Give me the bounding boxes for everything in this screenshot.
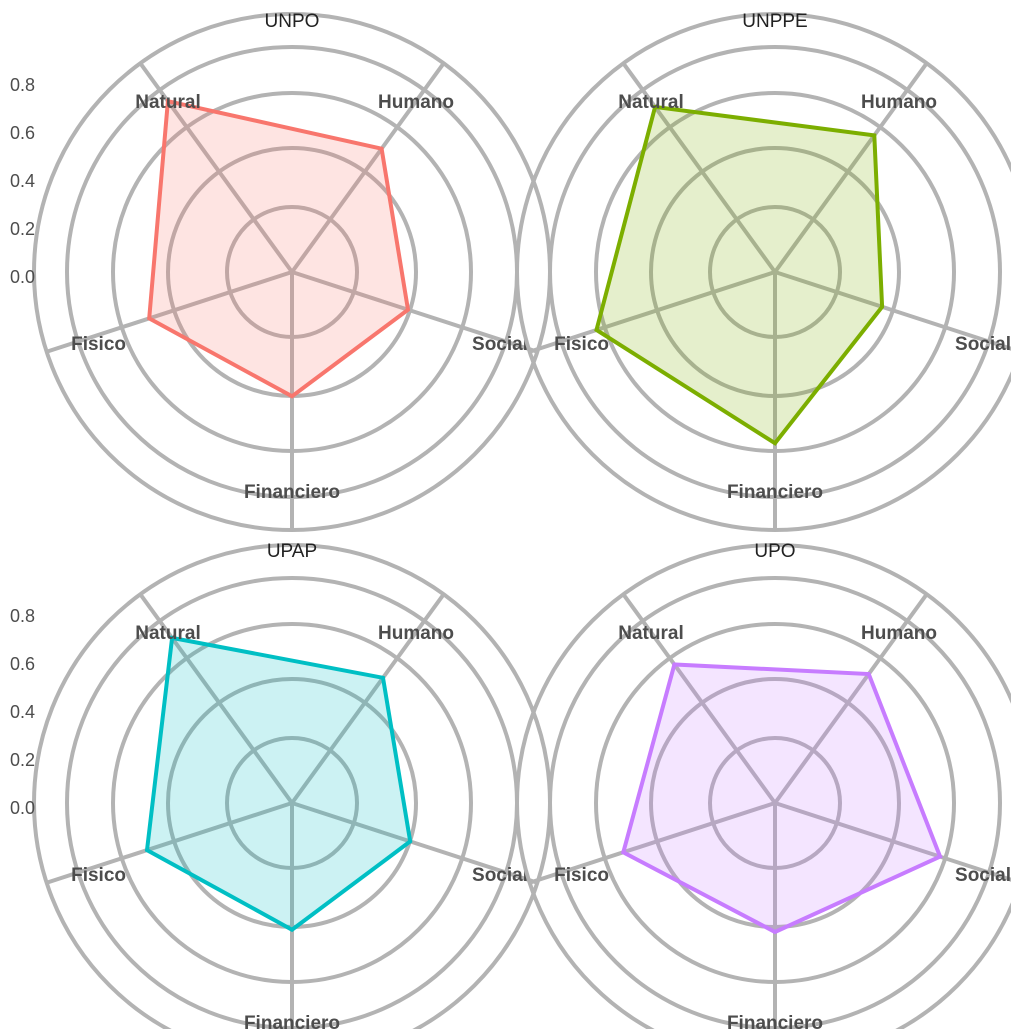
axis-label-natural: Natural (135, 623, 200, 644)
spoke-humano (290, 62, 446, 274)
axis-label-social: Social (472, 865, 528, 886)
tick-label: 0.8 (10, 75, 35, 95)
series-polygon (594, 104, 885, 446)
spoke-fisico (529, 270, 776, 354)
spoke-natural (138, 593, 294, 805)
spoke-social (774, 801, 1011, 882)
axis-label-fisico: Fisico (71, 334, 126, 355)
axis-label-humano: Humano (861, 92, 937, 113)
spoke-humano (773, 593, 929, 805)
tick-label: 0.6 (10, 654, 35, 674)
axis-label-social: Social (955, 334, 1011, 355)
axis-label-financiero: Financiero (727, 1013, 823, 1029)
tick-label: 0.6 (10, 123, 35, 143)
axis-label-financiero: Financiero (727, 482, 823, 503)
axis-label-financiero: Financiero (244, 482, 340, 503)
spoke-social (291, 270, 538, 354)
series-polygon (144, 635, 413, 933)
axis-label-natural: Natural (618, 92, 683, 113)
axis-label-fisico: Fisico (71, 865, 126, 886)
spoke-natural (621, 62, 777, 274)
tick-label: 0.0 (10, 798, 35, 818)
grid-ring-outer (515, 543, 1011, 1029)
panel-title: UNPPE (742, 11, 807, 32)
spoke-social (774, 270, 1011, 351)
panel-title: UPAP (267, 541, 317, 562)
series-polygon (147, 98, 411, 399)
axis-label-fisico: Fisico (554, 865, 609, 886)
tick-label: 0.4 (10, 171, 35, 191)
tick-label: 0.2 (10, 219, 35, 239)
axis-label-financiero: Financiero (244, 1013, 340, 1029)
axis-label-social: Social (955, 865, 1011, 886)
axis-label-humano: Humano (378, 92, 454, 113)
axis-label-natural: Natural (618, 623, 683, 644)
panel-title: UPO (754, 541, 795, 562)
spoke-fisico (529, 801, 776, 885)
spoke-humano (290, 593, 446, 805)
tick-label: 0.0 (10, 267, 35, 287)
spoke-fisico (46, 270, 293, 354)
spoke-social (291, 801, 538, 885)
tick-label: 0.2 (10, 750, 35, 770)
tick-label: 0.4 (10, 702, 35, 722)
axis-label-humano: Humano (378, 623, 454, 644)
axis-label-social: Social (472, 334, 528, 355)
panel-title: UNPO (265, 11, 320, 32)
spoke-natural (138, 62, 294, 274)
spoke-humano (773, 62, 929, 274)
spoke-fisico (46, 801, 293, 885)
axis-label-natural: Natural (135, 92, 200, 113)
series-polygon (620, 662, 943, 935)
spoke-natural (621, 593, 777, 805)
tick-label: 0.8 (10, 606, 35, 626)
axis-label-humano: Humano (861, 623, 937, 644)
axis-label-fisico: Fisico (554, 334, 609, 355)
